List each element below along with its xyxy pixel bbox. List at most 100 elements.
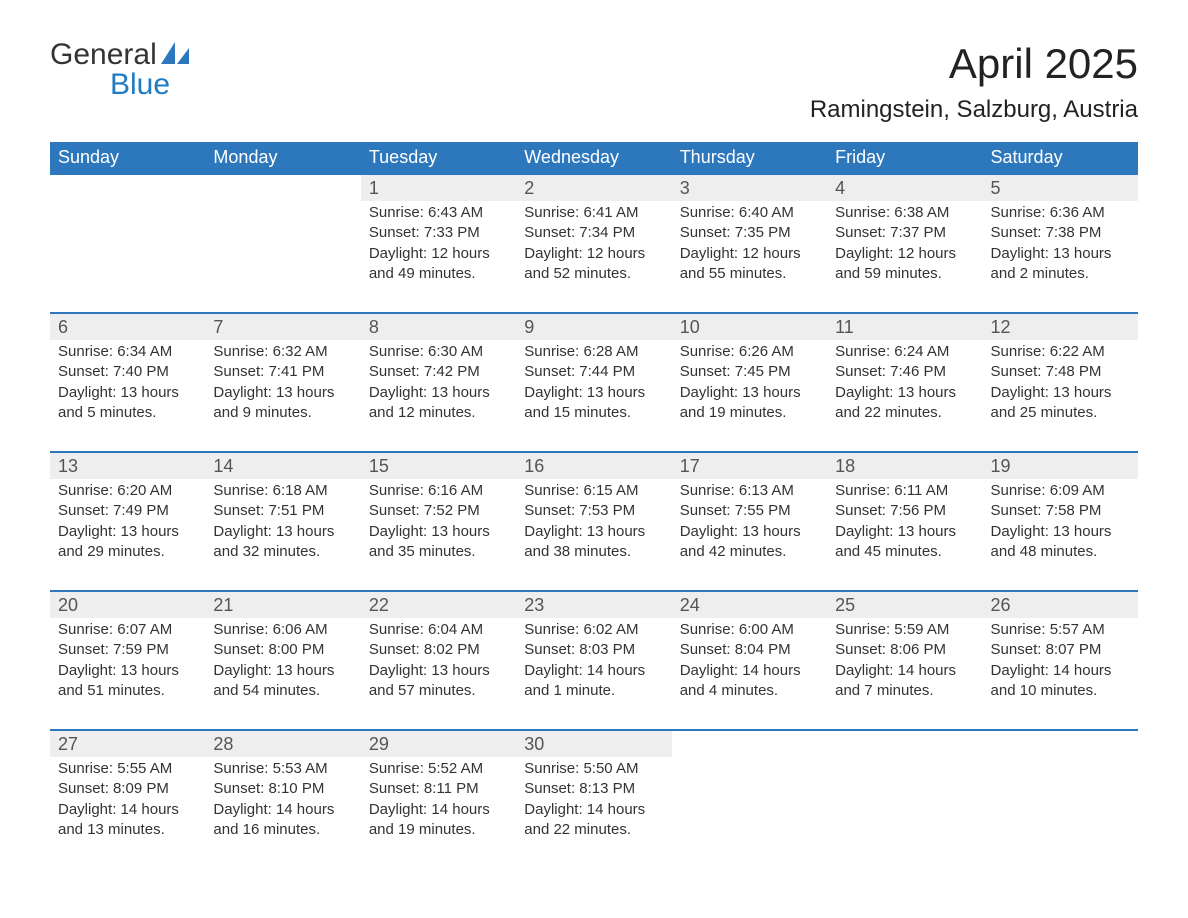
content-cell: Sunrise: 6:00 AMSunset: 8:04 PMDaylight:… xyxy=(672,618,827,730)
content-row: Sunrise: 6:07 AMSunset: 7:59 PMDaylight:… xyxy=(50,618,1138,730)
day-sunrise: Sunrise: 6:18 AM xyxy=(213,481,352,501)
day-sunset: Sunset: 7:40 PM xyxy=(58,362,197,382)
day-daylight1: Daylight: 14 hours xyxy=(524,800,663,820)
day-sunrise: Sunrise: 6:04 AM xyxy=(369,620,508,640)
content-cell: Sunrise: 6:15 AMSunset: 7:53 PMDaylight:… xyxy=(516,479,671,591)
date-header-row: 27 282930 xyxy=(50,730,1138,757)
day-daylight2: and 22 minutes. xyxy=(835,403,974,423)
date-number: 4 xyxy=(835,178,845,198)
day-daylight2: and 12 minutes. xyxy=(369,403,508,423)
day-daylight1: Daylight: 14 hours xyxy=(524,661,663,681)
date-header-row: 20212223242526 xyxy=(50,591,1138,618)
content-cell: Sunrise: 5:57 AMSunset: 8:07 PMDaylight:… xyxy=(983,618,1138,730)
date-cell: 28 xyxy=(205,730,360,757)
day-daylight1: Daylight: 14 hours xyxy=(835,661,974,681)
day-daylight1: Daylight: 13 hours xyxy=(369,383,508,403)
day-sunset: Sunset: 7:53 PM xyxy=(524,501,663,521)
day-sunset: Sunset: 7:44 PM xyxy=(524,362,663,382)
day-daylight2: and 59 minutes. xyxy=(835,264,974,284)
day-daylight2: and 29 minutes. xyxy=(58,542,197,562)
day-daylight2: and 2 minutes. xyxy=(991,264,1130,284)
content-cell: Sunrise: 6:34 AMSunset: 7:40 PMDaylight:… xyxy=(50,340,205,452)
day-daylight1: Daylight: 13 hours xyxy=(991,244,1130,264)
content-cell: Sunrise: 6:20 AMSunset: 7:49 PMDaylight:… xyxy=(50,479,205,591)
day-sunset: Sunset: 7:42 PM xyxy=(369,362,508,382)
date-cell: 17 xyxy=(672,452,827,479)
day-sunrise: Sunrise: 6:09 AM xyxy=(991,481,1130,501)
date-number: 27 xyxy=(58,734,78,754)
day-daylight1: Daylight: 12 hours xyxy=(835,244,974,264)
day-daylight2: and 38 minutes. xyxy=(524,542,663,562)
date-number: 6 xyxy=(58,317,68,337)
day-daylight1: Daylight: 13 hours xyxy=(835,383,974,403)
date-cell: 13 xyxy=(50,452,205,479)
date-cell: 29 xyxy=(361,730,516,757)
day-sunset: Sunset: 7:34 PM xyxy=(524,223,663,243)
content-cell: Sunrise: 6:30 AMSunset: 7:42 PMDaylight:… xyxy=(361,340,516,452)
date-number: 26 xyxy=(991,595,1011,615)
calendar-table: Sunday Monday Tuesday Wednesday Thursday… xyxy=(50,142,1138,868)
date-number: 1 xyxy=(369,178,379,198)
content-cell: Sunrise: 5:50 AMSunset: 8:13 PMDaylight:… xyxy=(516,757,671,868)
day-daylight1: Daylight: 14 hours xyxy=(213,800,352,820)
date-cell: 21 xyxy=(205,591,360,618)
date-number: 9 xyxy=(524,317,534,337)
day-daylight2: and 5 minutes. xyxy=(58,403,197,423)
content-row: Sunrise: 6:34 AMSunset: 7:40 PMDaylight:… xyxy=(50,340,1138,452)
day-sunset: Sunset: 8:10 PM xyxy=(213,779,352,799)
content-cell: Sunrise: 5:53 AMSunset: 8:10 PMDaylight:… xyxy=(205,757,360,868)
day-daylight1: Daylight: 12 hours xyxy=(369,244,508,264)
day-sunset: Sunset: 8:11 PM xyxy=(369,779,508,799)
day-daylight1: Daylight: 13 hours xyxy=(991,383,1130,403)
day-daylight2: and 32 minutes. xyxy=(213,542,352,562)
date-number: 7 xyxy=(213,317,223,337)
content-cell: Sunrise: 6:18 AMSunset: 7:51 PMDaylight:… xyxy=(205,479,360,591)
location: Ramingstein, Salzburg, Austria xyxy=(810,96,1138,124)
content-cell: Sunrise: 5:59 AMSunset: 8:06 PMDaylight:… xyxy=(827,618,982,730)
day-sunrise: Sunrise: 6:00 AM xyxy=(680,620,819,640)
date-cell: 11 xyxy=(827,313,982,340)
date-cell: 4 xyxy=(827,174,982,201)
day-sunset: Sunset: 8:07 PM xyxy=(991,640,1130,660)
day-sunset: Sunset: 7:37 PM xyxy=(835,223,974,243)
date-number: 21 xyxy=(213,595,233,615)
date-number: 22 xyxy=(369,595,389,615)
day-daylight2: and 10 minutes. xyxy=(991,681,1130,701)
date-header-row: 12345 xyxy=(50,174,1138,201)
date-cell: 23 xyxy=(516,591,671,618)
day-sunrise: Sunrise: 6:41 AM xyxy=(524,203,663,223)
day-daylight1: Daylight: 13 hours xyxy=(213,383,352,403)
date-number: 18 xyxy=(835,456,855,476)
date-cell: 15 xyxy=(361,452,516,479)
content-cell: Sunrise: 6:43 AMSunset: 7:33 PMDaylight:… xyxy=(361,201,516,313)
date-cell: 6 xyxy=(50,313,205,340)
date-cell: 5 xyxy=(983,174,1138,201)
day-daylight1: Daylight: 13 hours xyxy=(835,522,974,542)
day-sunrise: Sunrise: 6:11 AM xyxy=(835,481,974,501)
weekday-header: Monday xyxy=(205,142,360,174)
day-sunset: Sunset: 7:35 PM xyxy=(680,223,819,243)
day-daylight1: Daylight: 13 hours xyxy=(58,383,197,403)
date-header-row: 13141516171819 xyxy=(50,452,1138,479)
weekday-header: Saturday xyxy=(983,142,1138,174)
day-daylight1: Daylight: 13 hours xyxy=(58,661,197,681)
date-number: 14 xyxy=(213,456,233,476)
logo: General Blue xyxy=(50,40,189,100)
day-sunset: Sunset: 7:48 PM xyxy=(991,362,1130,382)
day-sunset: Sunset: 7:55 PM xyxy=(680,501,819,521)
day-sunrise: Sunrise: 6:43 AM xyxy=(369,203,508,223)
day-daylight2: and 52 minutes. xyxy=(524,264,663,284)
weekday-header-row: Sunday Monday Tuesday Wednesday Thursday… xyxy=(50,142,1138,174)
day-daylight2: and 22 minutes. xyxy=(524,820,663,840)
date-cell-empty xyxy=(983,730,1138,757)
content-cell: Sunrise: 6:09 AMSunset: 7:58 PMDaylight:… xyxy=(983,479,1138,591)
date-cell: 22 xyxy=(361,591,516,618)
day-daylight2: and 9 minutes. xyxy=(213,403,352,423)
content-cell: Sunrise: 6:06 AMSunset: 8:00 PMDaylight:… xyxy=(205,618,360,730)
date-cell: 30 xyxy=(516,730,671,757)
day-sunset: Sunset: 7:56 PM xyxy=(835,501,974,521)
day-daylight1: Daylight: 13 hours xyxy=(680,522,819,542)
day-daylight1: Daylight: 13 hours xyxy=(58,522,197,542)
content-cell: Sunrise: 6:28 AMSunset: 7:44 PMDaylight:… xyxy=(516,340,671,452)
day-daylight2: and 15 minutes. xyxy=(524,403,663,423)
